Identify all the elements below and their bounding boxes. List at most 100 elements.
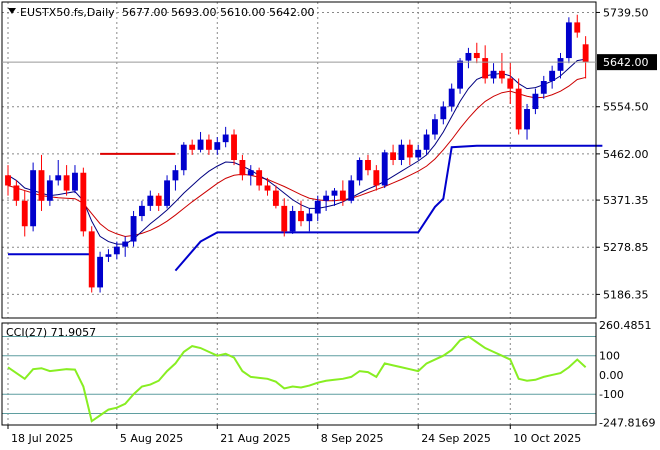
- date-label: 8 Sep 2025: [321, 432, 384, 445]
- candle-body: [381, 152, 388, 186]
- price-tick-label: 5554.50: [603, 101, 649, 114]
- candle-body: [298, 210, 304, 222]
- cci-title: CCI(27) 71.9057: [6, 326, 96, 339]
- candle-body: [63, 175, 70, 191]
- candle-body: [189, 144, 196, 150]
- date-label: 5 Aug 2025: [120, 432, 183, 445]
- candle-body: [532, 93, 539, 110]
- candle-body: [440, 106, 447, 120]
- candle-body: [557, 58, 564, 71]
- symbol-label: EUSTX50.fs,Daily: [20, 6, 115, 19]
- candle-body: [507, 78, 514, 89]
- candle-body: [356, 160, 363, 181]
- price-tick-label: 5371.35: [603, 194, 649, 207]
- candle-body: [97, 256, 104, 288]
- candle-body: [30, 170, 37, 227]
- cci-line: [7, 335, 587, 423]
- candle-body: [155, 195, 162, 206]
- candle-body: [549, 70, 556, 81]
- candle-body: [490, 70, 497, 79]
- candle-body: [239, 160, 246, 176]
- candle-body: [482, 58, 489, 79]
- candle-body: [55, 175, 62, 181]
- price-tick-label: 5739.50: [603, 6, 649, 19]
- axes: 5739.50 5554.50 5462.00 5371.35 5278.85 5186.…: [7, 6, 657, 445]
- candle-body: [172, 170, 179, 181]
- candle-body: [130, 216, 137, 242]
- candle-body: [457, 60, 463, 89]
- candle-body: [281, 205, 288, 232]
- price-tick-label: 5278.85: [603, 241, 649, 254]
- date-label: 21 Aug 2025: [220, 432, 290, 445]
- candle-body: [390, 152, 397, 160]
- ma-fast-line: [7, 58, 586, 245]
- candle-body: [13, 185, 20, 201]
- candle-body: [373, 170, 380, 186]
- stop-levels: [8, 144, 603, 272]
- candle-body: [222, 134, 229, 143]
- candle-body: [38, 170, 45, 201]
- candle-body: [432, 119, 438, 135]
- candle-body: [289, 210, 296, 232]
- candle-body: [423, 134, 430, 150]
- candle-body: [565, 22, 572, 59]
- candle-body: [339, 190, 346, 201]
- candle-body: [147, 195, 154, 206]
- candle-body: [80, 172, 87, 232]
- candle-body: [415, 149, 422, 158]
- candle-body: [272, 190, 279, 206]
- current-price-label: 5642.00: [603, 56, 649, 69]
- candle-body: [46, 180, 53, 201]
- candle-body: [256, 170, 263, 186]
- candles: [5, 14, 589, 293]
- candle-body: [205, 139, 212, 150]
- moving-averages: [7, 58, 586, 245]
- candle-body: [88, 231, 95, 288]
- cci-tick-label: -247.8169: [599, 417, 655, 430]
- grid: [2, 2, 596, 425]
- candle-body: [331, 190, 338, 196]
- candle-body: [264, 185, 271, 191]
- chart-frame: [1, 1, 597, 426]
- date-label: 18 Jul 2025: [11, 432, 73, 445]
- cci-tick-label: 0.00: [599, 369, 624, 382]
- candle-body: [306, 213, 313, 222]
- candle-body: [406, 144, 413, 158]
- candle-body: [524, 109, 530, 130]
- price-panel-border: [1, 1, 597, 319]
- date-label: 10 Oct 2025: [513, 432, 581, 445]
- stop-line-blue: [174, 144, 603, 272]
- candle-body: [398, 144, 405, 160]
- price-tick-label: 5462.00: [603, 148, 649, 161]
- candle-body: [164, 180, 170, 206]
- cci-tick-label: -100: [599, 388, 624, 401]
- ma-slow-line: [7, 76, 586, 237]
- candle-body: [498, 70, 505, 79]
- indicator-panel-border: [1, 322, 597, 426]
- price-tick-label: 5186.35: [603, 288, 649, 301]
- candle-body: [214, 142, 221, 150]
- candle-body: [5, 175, 11, 186]
- candle-body: [582, 44, 589, 63]
- candle-body: [247, 170, 254, 176]
- dropdown-triangle-icon[interactable]: [8, 8, 16, 14]
- candle-body: [448, 88, 455, 107]
- candle-body: [465, 52, 472, 61]
- current-price-badge: [597, 54, 657, 71]
- candle-body: [574, 22, 581, 33]
- date-label: 24 Sep 2025: [421, 432, 491, 445]
- cci-tick-label: 100: [599, 350, 620, 363]
- cci-tick-label: 260.4851: [599, 319, 652, 332]
- candle-body: [197, 139, 204, 150]
- candle-body: [540, 81, 547, 94]
- candle-body: [348, 180, 355, 201]
- candle-body: [113, 246, 120, 255]
- candle-body: [139, 205, 145, 217]
- candle-body: [105, 254, 112, 257]
- candle-body: [21, 200, 28, 227]
- candle-body: [314, 200, 321, 214]
- candle-body: [122, 241, 129, 247]
- candle-body: [365, 160, 371, 171]
- candle-body: [323, 195, 330, 201]
